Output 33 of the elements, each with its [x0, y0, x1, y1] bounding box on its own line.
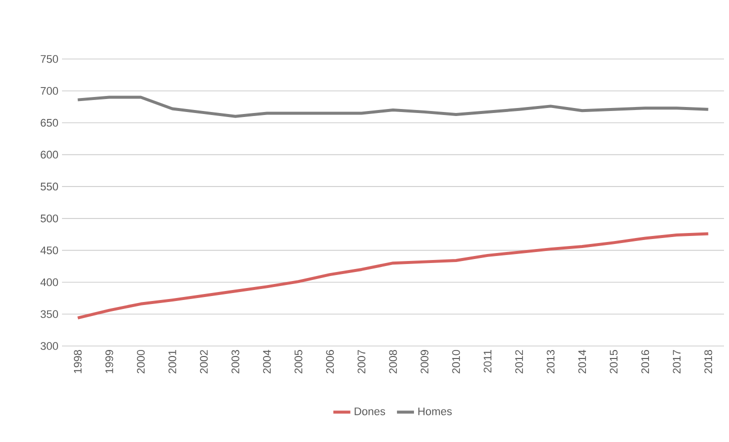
y-tick-label: 750: [40, 55, 58, 63]
legend-label: Homes: [418, 408, 452, 416]
y-tick-label: 350: [40, 310, 58, 318]
y-tick-label: 400: [40, 278, 58, 286]
x-tick-label: 2016: [641, 350, 650, 374]
x-tick-label: 2001: [168, 350, 176, 374]
x-tick-label: 2013: [546, 350, 555, 374]
x-tick-label: 1999: [105, 350, 114, 374]
x-tick-label: 2002: [200, 350, 208, 374]
x-tick-label: 1998: [74, 350, 82, 374]
x-tick-label: 2009: [420, 350, 428, 374]
y-tick-label: 650: [40, 118, 58, 127]
x-tick-label: 2003: [232, 350, 240, 374]
y-tick-label: 450: [40, 246, 58, 254]
legend-label: Dones: [354, 408, 386, 416]
y-tick-label: 600: [40, 150, 58, 159]
x-tick-label: 2000: [136, 350, 145, 374]
x-tick-label: 2015: [610, 350, 618, 374]
x-tick-label: 2004: [263, 350, 271, 374]
y-tick-label: 500: [40, 214, 58, 222]
y-tick-label: 700: [40, 87, 58, 95]
y-tick-label: 300: [40, 342, 58, 350]
y-tick-label: 550: [40, 182, 58, 190]
x-tick-label: 2005: [294, 350, 302, 374]
x-tick-label: 2010: [452, 350, 460, 374]
x-tick-label: 2008: [389, 350, 397, 374]
x-tick-label: 2017: [672, 350, 681, 374]
x-tick-label: 2012: [515, 350, 523, 374]
x-tick-label: 2006: [326, 350, 334, 374]
x-tick-label: 2014: [578, 350, 586, 374]
x-tick-label: 2007: [358, 350, 366, 374]
x-tick-label: 2011: [484, 350, 492, 373]
x-tick-label: 2018: [704, 350, 712, 374]
